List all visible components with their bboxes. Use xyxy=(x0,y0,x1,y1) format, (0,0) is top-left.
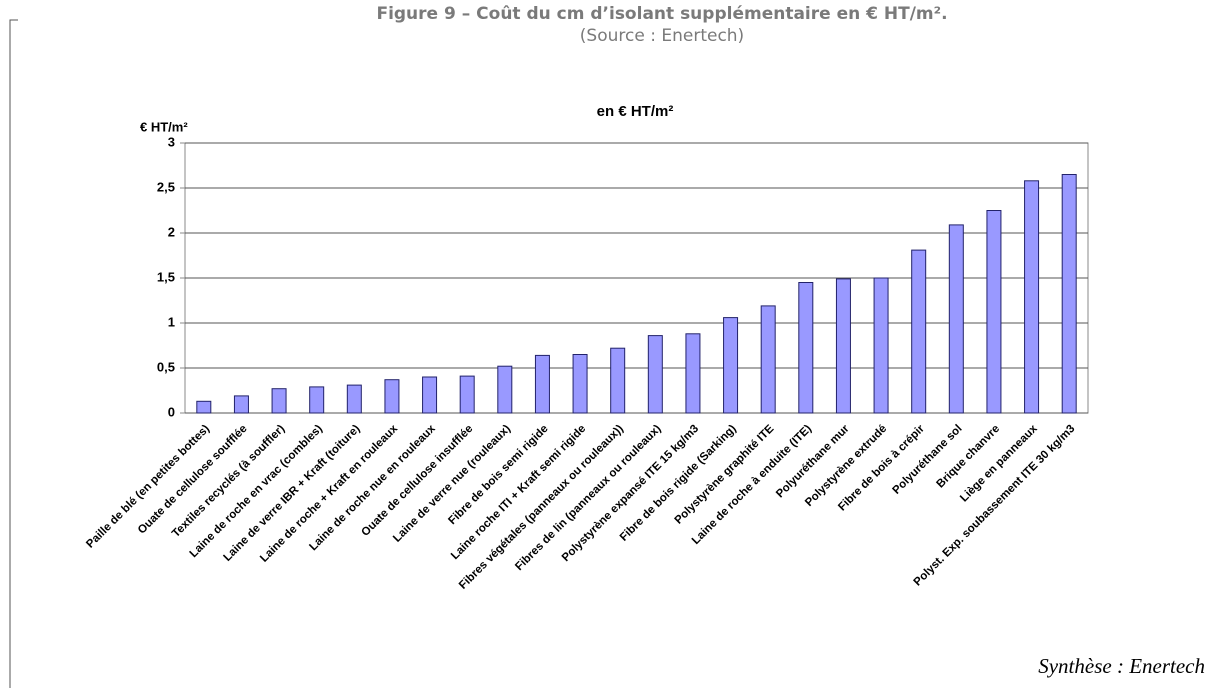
caption-title: Figure 9 – Coût du cm d’isolant suppléme… xyxy=(376,4,947,24)
bar xyxy=(346,384,362,414)
bar xyxy=(422,376,438,414)
bar xyxy=(723,317,739,414)
bar xyxy=(534,354,550,414)
bar xyxy=(798,282,814,414)
y-tick-label: 1,5 xyxy=(157,269,175,284)
x-tick-label: Polyuréthane mur xyxy=(774,422,852,500)
footer: Synthèse : Enertech xyxy=(1038,654,1205,678)
bar xyxy=(835,278,851,414)
y-tick-label: 0,5 xyxy=(157,359,175,374)
bar xyxy=(948,224,964,414)
bar xyxy=(459,375,475,414)
y-axis-label: € HT/m² xyxy=(140,119,188,134)
bar xyxy=(572,354,588,414)
bar xyxy=(911,249,927,414)
x-tick-label: Laine de roche + Kraft en rouleaux xyxy=(258,422,400,564)
y-tick-label: 2 xyxy=(168,224,175,239)
bar xyxy=(497,365,513,414)
bar xyxy=(986,210,1002,414)
x-tick-label: Polyuréthane sol xyxy=(891,423,965,497)
bar xyxy=(196,400,212,414)
chart-title: en € HT/m² xyxy=(597,103,674,120)
bar xyxy=(233,395,249,414)
bar xyxy=(309,386,325,414)
bar xyxy=(760,305,776,414)
bar xyxy=(271,388,287,414)
y-tick-label: 2,5 xyxy=(157,179,175,194)
y-tick-label: 1 xyxy=(168,314,175,329)
bar xyxy=(685,333,701,414)
y-tick-label: 3 xyxy=(168,134,175,149)
caption-source: (Source : Enertech) xyxy=(580,26,744,46)
x-tick-label: Laine de roche en vrac (combles) xyxy=(188,423,325,560)
x-tick-label: Laine de verre IBR + Kraft (toiture) xyxy=(221,423,362,564)
bar xyxy=(873,277,889,414)
bar xyxy=(1061,174,1077,414)
bar xyxy=(1024,180,1040,414)
bar xyxy=(384,379,400,414)
y-tick-label: 0 xyxy=(168,404,175,419)
bar xyxy=(647,335,663,414)
bar xyxy=(610,347,626,414)
x-tick-label: Laine roche ITI + Kraft semi rigide xyxy=(449,423,588,562)
page-border xyxy=(9,19,18,688)
x-tick-label: Polystyrène expansé ITE 15 kg/m3 xyxy=(560,423,701,564)
